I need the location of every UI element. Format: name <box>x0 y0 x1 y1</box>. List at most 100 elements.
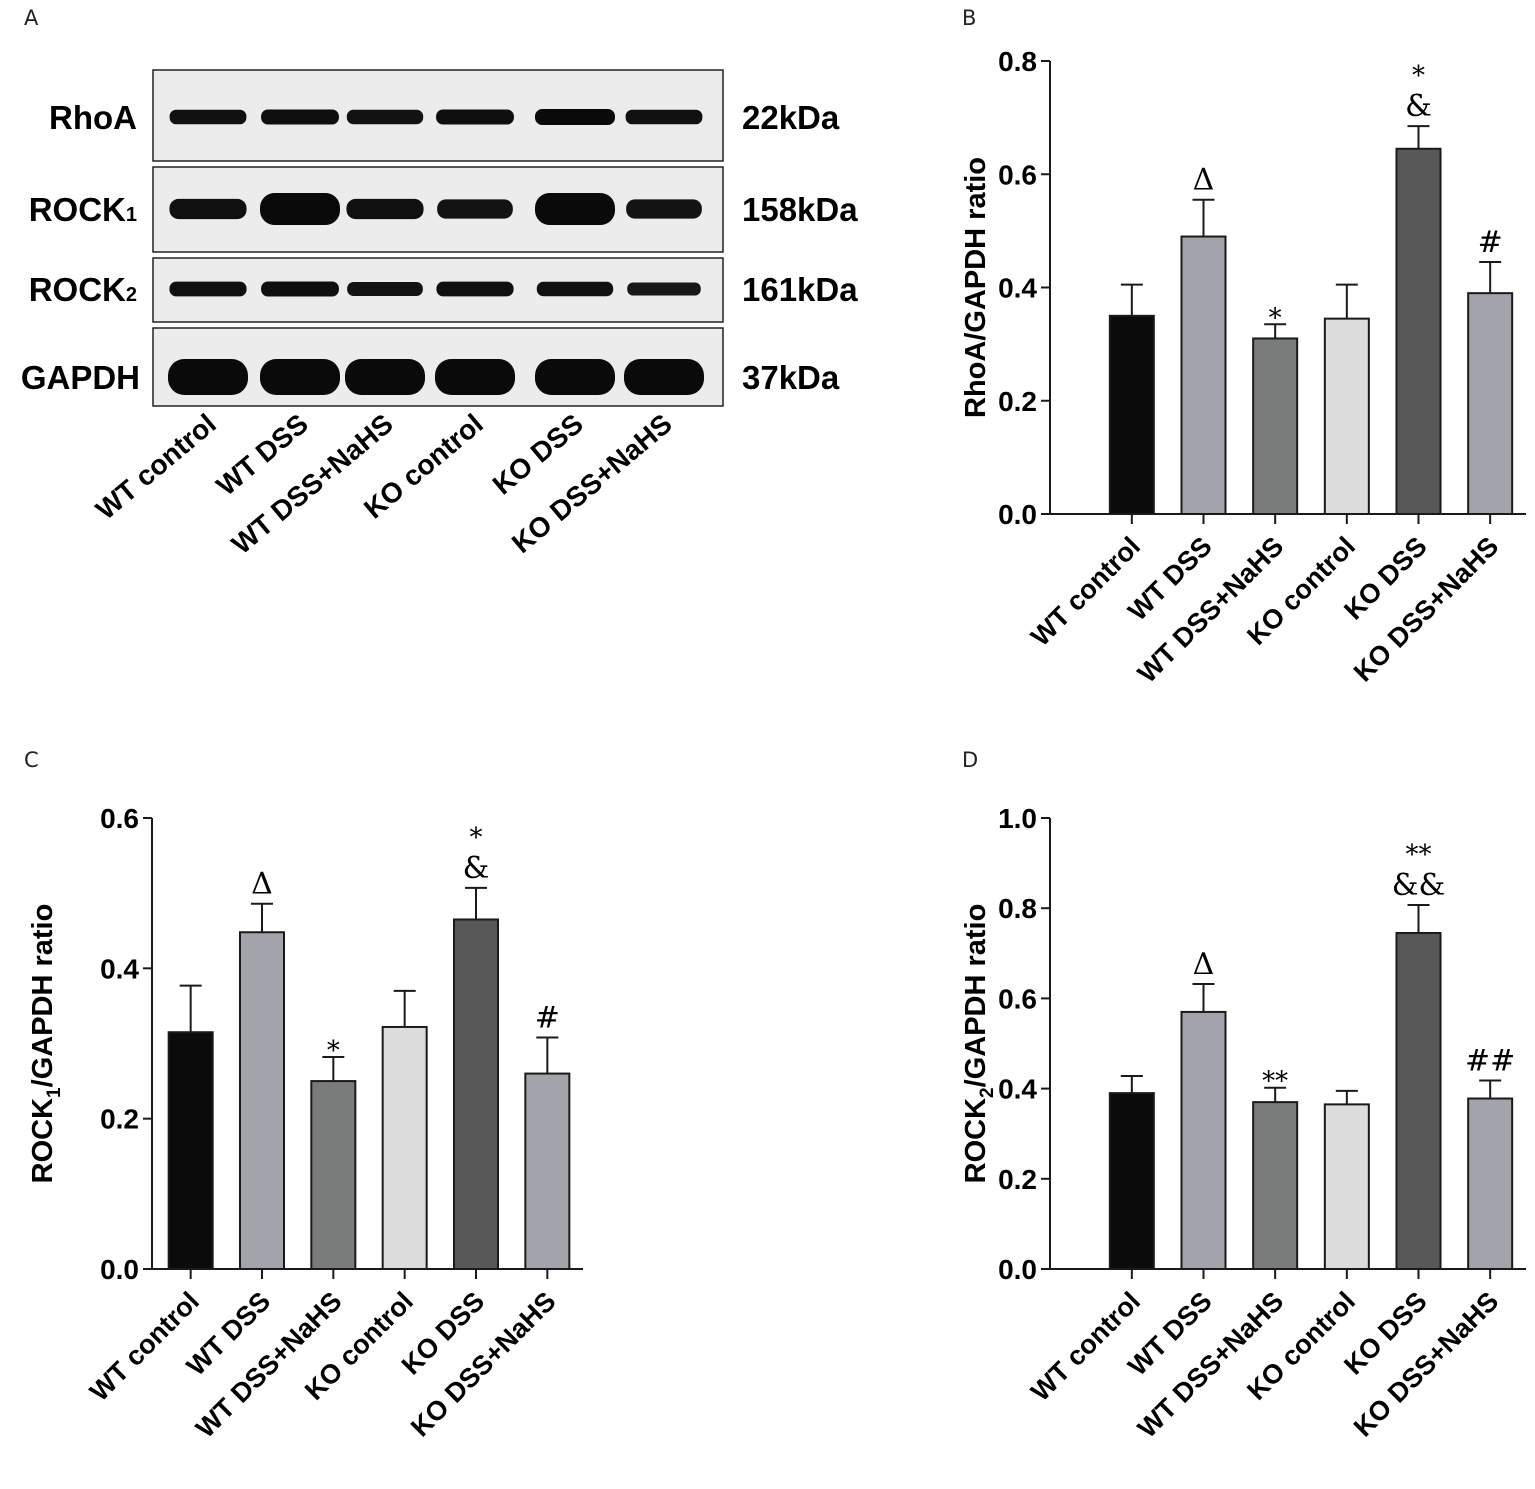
y-tick-label: 0.0 <box>100 1254 139 1285</box>
blot-band <box>436 281 514 297</box>
x-tick-label: WT control <box>1025 1286 1146 1407</box>
significance-marker: ** <box>1262 1067 1288 1097</box>
blot-molecular-weight: 37kDa <box>742 359 840 396</box>
bar-wt-dss-nahs <box>1252 337 1299 515</box>
rhoa-bar-chart: 0.0 0.2 0.4 0.6 0.8 RhoA/GAPDH ratio WT contro… <box>960 46 1526 689</box>
y-tick-label: 0.4 <box>100 953 139 984</box>
blot-band <box>535 193 615 225</box>
y-axis-label-subscript: 2 <box>977 1087 998 1098</box>
blot-band <box>626 199 702 219</box>
significance-marker: & <box>463 851 490 886</box>
blot-band <box>627 282 701 296</box>
blot-band <box>535 359 615 395</box>
y-tick-label: 1.0 <box>998 803 1037 834</box>
y-axis-label-subscript: 1 <box>44 1087 65 1098</box>
y-axis-label: RhoA/GAPDH ratio <box>960 157 992 418</box>
blot-band <box>435 359 515 395</box>
bar-ko-control <box>1323 1103 1370 1271</box>
bar-ko-control <box>381 1025 428 1271</box>
blot-row-label-subscript: 1 <box>126 204 137 226</box>
y-tick-label: 0.2 <box>998 386 1037 417</box>
y-tick-label: 0.4 <box>998 1074 1037 1105</box>
blot-band <box>536 281 614 297</box>
blot-row-label-subscript: 2 <box>126 284 137 306</box>
bar-ko-dss-nahs <box>1467 292 1514 515</box>
blot-band <box>260 193 340 225</box>
significance-marker: Δ <box>251 867 273 902</box>
panel-label-c: C <box>24 748 39 772</box>
blot-row-label: ROCK1 <box>29 191 137 228</box>
bar-wt-dss <box>1180 1010 1227 1270</box>
bar-ko-dss <box>453 918 499 1270</box>
blot-band <box>436 109 514 125</box>
y-tick-label: 0.0 <box>998 1254 1037 1285</box>
bar-ko-dss <box>1395 147 1442 516</box>
significance-marker: && <box>1392 868 1445 903</box>
y-axis-label-tail: /GAPDH ratio <box>27 904 59 1088</box>
blot-band <box>261 109 339 125</box>
y-tick-label: 0.2 <box>998 1164 1037 1195</box>
panel-label-b: B <box>962 6 977 30</box>
significance-marker: & <box>1405 89 1432 124</box>
y-tick-label: 0.8 <box>998 893 1037 924</box>
blot-band <box>169 109 247 125</box>
panel-label-d: D <box>962 748 979 772</box>
significance-marker: Δ <box>1193 947 1215 982</box>
significance-marker: * <box>1269 303 1282 333</box>
blot-band <box>624 359 704 395</box>
blot-band <box>168 359 248 395</box>
y-axis-label: ROCK1/GAPDH ratio <box>27 904 65 1184</box>
y-axis-label-tail: /GAPDH ratio <box>960 904 992 1088</box>
x-tick-label: WT control <box>1025 531 1146 652</box>
bar-wt-dss <box>1180 235 1227 515</box>
y-tick-label: 0.2 <box>100 1104 139 1135</box>
y-tick-label: 0.6 <box>998 983 1037 1014</box>
blot-molecular-weight: 161kDa <box>742 271 858 308</box>
blot-band <box>345 359 425 395</box>
bar-wt-control <box>167 1031 214 1270</box>
bar-wt-control <box>1108 1092 1155 1270</box>
blot-band <box>261 281 339 297</box>
blot-band <box>346 198 424 220</box>
significance-marker: ** <box>1406 840 1432 870</box>
bar-ko-dss <box>1395 932 1442 1270</box>
blot-lane-label: WT control <box>90 408 222 526</box>
bar-ko-dss-nahs <box>1467 1097 1514 1270</box>
significance-marker: * <box>1412 61 1425 91</box>
y-tick-label: 0.6 <box>100 803 139 834</box>
blot-band <box>535 109 615 125</box>
blot-band <box>437 199 513 219</box>
significance-marker: # <box>535 1000 560 1035</box>
bar-wt-control <box>1108 314 1155 515</box>
blot-row-label: ROCK2 <box>29 271 137 308</box>
y-tick-label: 0.8 <box>998 46 1037 77</box>
blot-row-label: RhoA <box>49 99 137 136</box>
blot-band <box>346 109 424 125</box>
bar-ko-dss-nahs <box>524 1072 571 1270</box>
significance-marker: Δ <box>1193 163 1215 198</box>
blot-band <box>347 281 423 297</box>
blot-band <box>260 359 340 395</box>
western-blot: RhoA 22kDa ROCK1 158kDa ROCK2 161kDa GAPDH 37kD… <box>21 69 858 560</box>
y-tick-label: 0.4 <box>998 273 1037 304</box>
x-tick-label: WT control <box>84 1286 205 1407</box>
significance-marker: ## <box>1465 1043 1515 1078</box>
blot-band <box>169 281 247 297</box>
significance-marker: * <box>327 1036 340 1066</box>
y-tick-label: 0.0 <box>998 499 1037 530</box>
blot-band <box>169 198 247 220</box>
bar-ko-control <box>1323 317 1370 515</box>
rock2-bar-chart: 0.0 0.2 0.4 0.6 0.8 1.0 ROCK2/GAPDH ratio WT co… <box>960 803 1526 1444</box>
blot-row-label: GAPDH <box>21 359 140 396</box>
blot-molecular-weight: 22kDa <box>742 99 840 136</box>
y-tick-label: 0.6 <box>998 159 1037 190</box>
blot-molecular-weight: 158kDa <box>742 191 858 228</box>
blot-band <box>625 109 703 125</box>
blot-lane-label: KO DSS+NaHS <box>506 408 678 559</box>
panel-label-a: A <box>24 6 39 30</box>
bar-wt-dss-nahs <box>310 1080 357 1271</box>
bar-wt-dss <box>239 931 285 1271</box>
significance-marker: * <box>470 823 483 853</box>
bar-wt-dss-nahs <box>1252 1101 1299 1270</box>
